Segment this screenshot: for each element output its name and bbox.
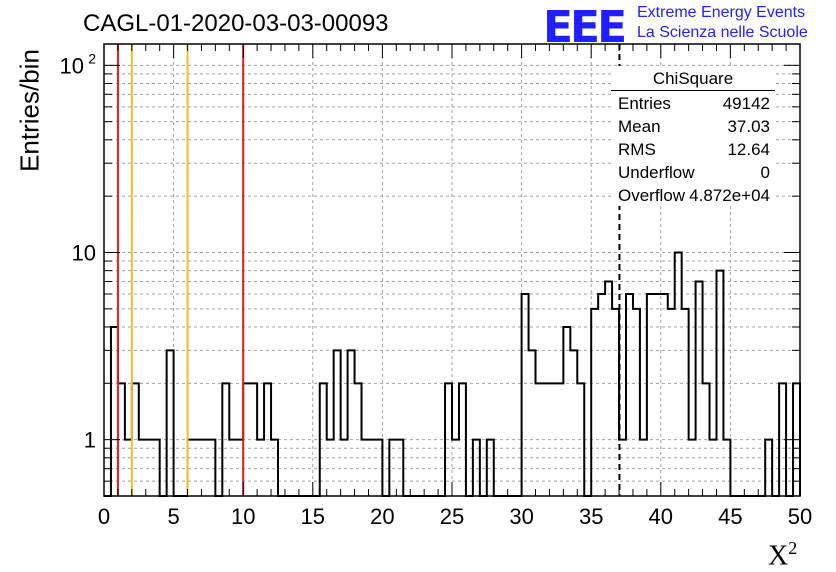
x-tick-label: 5 — [167, 504, 179, 529]
y-tick-label: 1 — [84, 428, 96, 453]
x-tick-label: 0 — [98, 504, 110, 529]
stats-row-rms: RMS 12.64 — [618, 140, 770, 160]
stats-key: Mean — [618, 117, 661, 136]
x-axis-label-base: X — [768, 540, 789, 572]
x-tick-label: 35 — [579, 504, 603, 529]
x-tick-label: 50 — [788, 504, 812, 529]
stats-key: Underflow — [618, 163, 695, 182]
x-tick-label: 40 — [649, 504, 673, 529]
stats-key: Overflow — [618, 186, 686, 205]
stats-value: 12.64 — [727, 140, 770, 159]
stats-key: RMS — [618, 140, 656, 159]
stats-row-mean: Mean 37.03 — [618, 117, 770, 137]
stats-row-overflow: Overflow 4.872e+04 — [618, 186, 770, 206]
x-tick-label: 10 — [231, 504, 255, 529]
x-tick-label: 15 — [301, 504, 325, 529]
stats-row-entries: Entries 49142 — [618, 94, 770, 114]
y-tick-label-sup: 2 — [88, 50, 96, 66]
y-axis-label: Entries/bin — [14, 49, 45, 172]
y-tick-label: 10 — [72, 240, 96, 265]
logo-caption-line2: La Scienza nelle Scuole — [637, 24, 808, 41]
x-axis-label-sup: 2 — [788, 538, 798, 558]
stats-row-underflow: Underflow 0 — [618, 163, 770, 183]
stats-box: ChiSquare Entries 49142 Mean 37.03 RMS 12.6… — [611, 66, 775, 206]
x-tick-label: 20 — [370, 504, 394, 529]
x-tick-label: 25 — [440, 504, 464, 529]
cut-lines — [116, 44, 621, 496]
stats-value: 0 — [760, 163, 770, 182]
stats-value: 4.872e+04 — [689, 186, 770, 205]
x-tick-label: 30 — [509, 504, 533, 529]
x-axis-label: X2 — [768, 538, 797, 572]
stats-key: Entries — [618, 94, 671, 113]
logo-caption-line1: Extreme Energy Events — [637, 4, 806, 21]
stats-value: 37.03 — [727, 117, 770, 136]
y-tick-label: 10 — [60, 53, 84, 78]
eee-logo: EEE — [543, 2, 627, 53]
stats-divider — [611, 90, 775, 91]
x-tick-label: 45 — [718, 504, 742, 529]
page-title: CAGL-01-2020-03-03-00093 — [83, 10, 389, 37]
stats-title: ChiSquare — [652, 69, 734, 88]
stats-value: 49142 — [722, 94, 770, 113]
